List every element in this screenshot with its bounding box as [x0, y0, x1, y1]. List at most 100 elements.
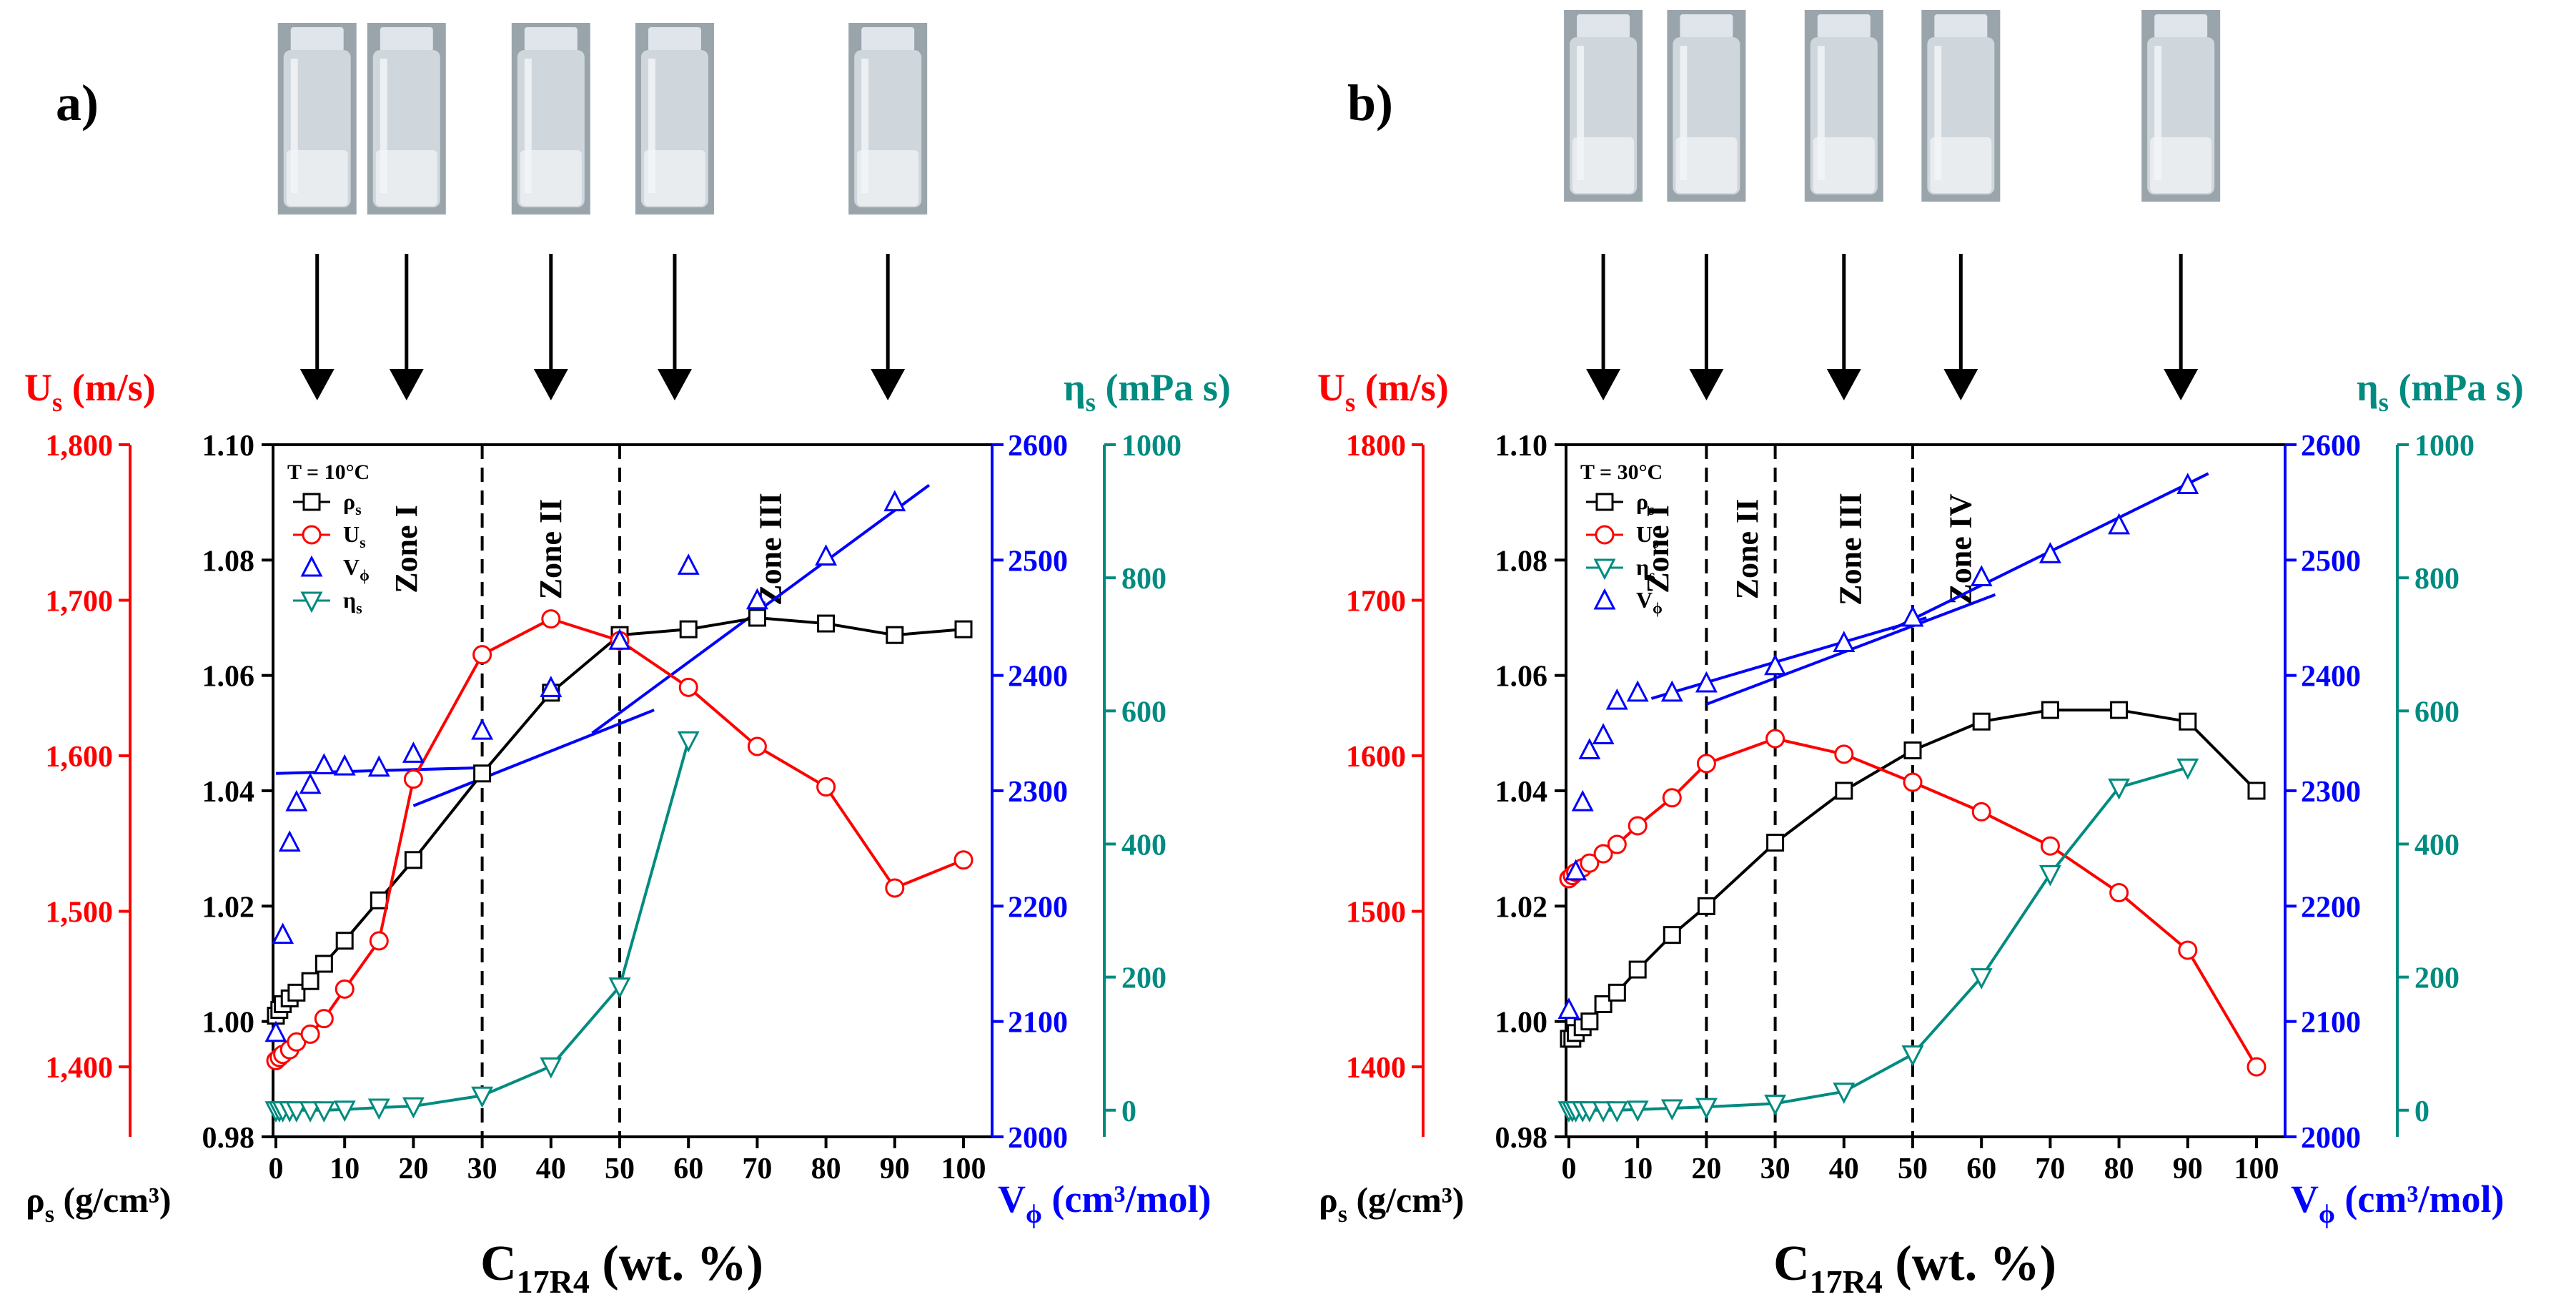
vial-neck [1817, 14, 1871, 39]
data-point-us [1580, 853, 1600, 873]
eta-axis-title: ηs (mPa s) [2357, 366, 2524, 417]
v-axis-title: Vϕ (cm³/mol) [2291, 1178, 2505, 1228]
x-axis-title-suffix: (wt. %) [590, 1236, 763, 1291]
vial-neck [290, 27, 344, 51]
data-point-v [2038, 542, 2061, 563]
data-point-eta [1764, 1094, 1787, 1116]
vial-liquid [375, 150, 437, 206]
data-point-v [1660, 680, 1683, 702]
rho-tick-label: 1.06 [1495, 661, 1548, 694]
data-point-v [1764, 653, 1787, 676]
rho-tick-label: 1.10 [202, 430, 255, 463]
rho-tick-label: 0.98 [1495, 1122, 1548, 1155]
x-tick-label: 90 [2173, 1153, 2203, 1185]
legend-marker-eta [300, 591, 323, 613]
series-line-eta [1569, 766, 2189, 1112]
rho-tick-label: 1.04 [202, 776, 255, 809]
data-point-us [1662, 788, 1682, 808]
data-point-rho [314, 955, 333, 973]
v-axis-title-suffix: (cm³/mol) [2335, 1178, 2505, 1220]
data-point-rho [679, 620, 698, 638]
legend-label-v: Vϕ [1636, 587, 1663, 617]
v-axis-title-sub: ϕ [1026, 1199, 1042, 1228]
data-point-v [1571, 789, 1594, 812]
data-point-us [747, 736, 767, 756]
data-point-rho [370, 891, 388, 909]
data-point-us [314, 1009, 334, 1029]
x-tick-label: 10 [330, 1153, 360, 1185]
data-point-us [953, 850, 974, 870]
us-tick-label: 1,700 [46, 586, 114, 618]
vial-highlight [290, 59, 298, 193]
data-point-us [472, 645, 492, 665]
series-eta [264, 731, 700, 1123]
data-point-rho [1903, 741, 1922, 760]
data-point-us [2109, 882, 2129, 902]
legend-label-sub: ϕ [360, 566, 370, 584]
data-point-eta [540, 1057, 563, 1079]
data-point-eta [2108, 778, 2131, 800]
data-point-rho [473, 764, 492, 783]
legend-label-sub: s [1649, 566, 1655, 584]
vial-highlight [1680, 46, 1688, 180]
data-point-us [2040, 836, 2060, 856]
v-tick-label: 2600 [1008, 430, 1068, 463]
data-point-eta [312, 1101, 335, 1123]
data-point-rho [886, 626, 904, 644]
data-point-us [1593, 844, 1613, 864]
series-v [264, 490, 906, 1042]
vial-neck [1680, 14, 1733, 39]
legend-label-sub: ϕ [1653, 599, 1663, 617]
us-tick-label: 1400 [1346, 1052, 1406, 1085]
us-axis-title-sub: s [52, 388, 62, 417]
data-point-eta [608, 977, 631, 999]
zone-label: Zone I [389, 505, 424, 593]
rho-tick-label: 1.00 [202, 1007, 255, 1040]
data-point-rho [335, 932, 354, 950]
panel-label: b) [1347, 74, 1393, 132]
us-tick-label: 1700 [1346, 586, 1406, 618]
vial-liquid [1675, 137, 1738, 193]
x-tick-label: 80 [811, 1153, 841, 1185]
data-point-eta [2176, 758, 2199, 780]
data-point-v [1833, 631, 1856, 652]
vial-photo [2141, 10, 2221, 202]
eta-axis-title: ηs (mPa s) [1064, 366, 1231, 417]
eta-axis-title-sub: s [2379, 388, 2389, 417]
rho-axis-title-sub: s [45, 1201, 54, 1228]
vial-photo [1804, 10, 1883, 202]
data-point-eta [367, 1098, 390, 1120]
vial-highlight [2154, 46, 2162, 180]
data-point-rho [817, 614, 836, 633]
data-point-us [541, 609, 561, 629]
legend-label-sub: s [360, 533, 366, 551]
x-tick-label: 50 [1898, 1153, 1928, 1185]
data-point-v [1901, 605, 1924, 627]
vial-photo [848, 23, 928, 214]
vial-highlight [648, 59, 655, 193]
x-tick-label: 60 [1966, 1153, 1996, 1185]
v-tick-label: 2100 [1008, 1007, 1068, 1040]
data-point-rho [301, 972, 319, 990]
panel-b: b)Us (m/s) ηs (mPa s)0.981.001.021.041.06… [1317, 10, 2524, 1300]
legend-label-sub: s [1653, 533, 1659, 551]
legend-temperature: T = 30°C [1580, 460, 1663, 484]
x-tick-label: 90 [880, 1153, 910, 1185]
eta-tick-label: 200 [1121, 962, 1166, 995]
eta-tick-label: 400 [2414, 829, 2459, 862]
us-axis-title-suffix: (m/s) [1355, 366, 1448, 409]
x-tick-label: 50 [605, 1153, 635, 1185]
vial-photo [367, 23, 446, 214]
x-axis-title-main: C [480, 1236, 517, 1291]
data-point-rho [1835, 781, 1853, 800]
vial-liquid [2150, 137, 2212, 193]
x-tick-label: 60 [673, 1153, 703, 1185]
x-axis-title-main: C [1773, 1236, 1810, 1291]
zone-label: Zone II [1730, 499, 1765, 600]
us-tick-label: 1600 [1346, 741, 1406, 774]
us-tick-label: 1,500 [46, 897, 114, 929]
v-tick-label: 2300 [2301, 776, 2361, 809]
series-line-rho [1569, 709, 2258, 1040]
